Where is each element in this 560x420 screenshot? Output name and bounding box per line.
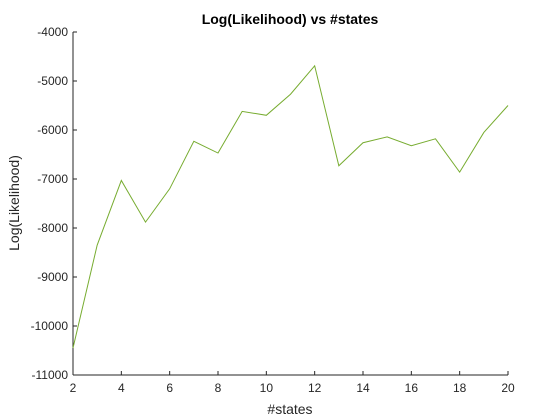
y-tick-label: -5000 (37, 74, 68, 88)
chart-title: Log(Likelihood) vs #states (202, 11, 379, 27)
x-tick-label: 14 (356, 381, 370, 395)
x-tick-label: 2 (70, 381, 77, 395)
series-group (72, 64, 509, 349)
x-tick-label: 16 (405, 381, 419, 395)
x-tick-label: 6 (166, 381, 173, 395)
y-ticks: -11000 -10000 -9000 -8000 -7000 -6000 -5000 -40… (31, 25, 77, 382)
y-tick-label: -8000 (37, 221, 68, 235)
x-tick-label: 8 (215, 381, 222, 395)
x-tick-label: 4 (118, 381, 125, 395)
x-tick-label: 18 (453, 381, 467, 395)
x-tick-label: 12 (308, 381, 322, 395)
plot-axes (72, 32, 508, 376)
y-axis-label: Log(Likelihood) (6, 155, 22, 251)
y-tick-label: -9000 (37, 270, 68, 284)
x-ticks: 2 4 6 8 10 12 14 16 18 20 (70, 371, 515, 395)
x-tick-label: 20 (501, 381, 515, 395)
y-tick-label: -7000 (37, 172, 68, 186)
y-tick-label: -4000 (37, 25, 68, 39)
series-line (72, 64, 509, 349)
y-tick-label: -11000 (32, 368, 69, 382)
y-tick-label: -10000 (31, 319, 69, 333)
x-axis-label: #states (267, 401, 312, 417)
y-tick-label: -6000 (37, 123, 68, 137)
x-tick-label: 10 (260, 381, 274, 395)
